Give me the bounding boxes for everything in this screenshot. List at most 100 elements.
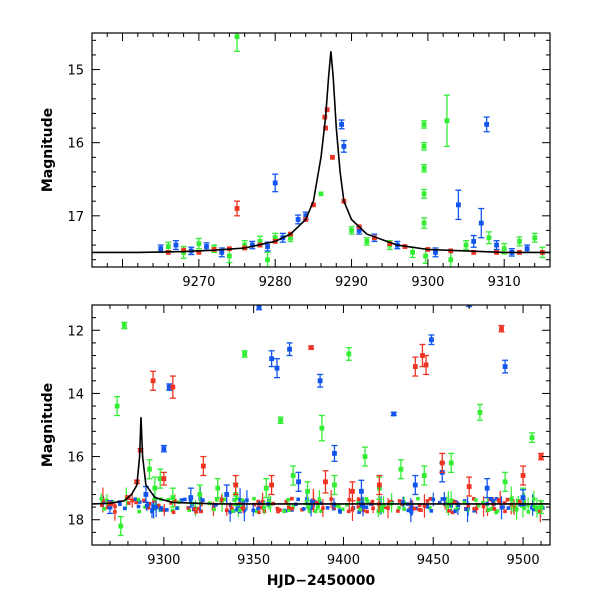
y-tick-label: 16 <box>67 137 84 152</box>
baseline-point <box>110 499 115 504</box>
baseline-point <box>136 504 141 509</box>
x-tick-label: 9270 <box>182 275 215 290</box>
data-point <box>517 239 522 244</box>
baseline-point <box>325 506 330 510</box>
data-point <box>410 249 415 255</box>
baseline-point <box>147 501 152 506</box>
baseline-point <box>286 498 290 502</box>
data-point <box>157 476 163 482</box>
baseline-point <box>416 496 420 501</box>
baseline-point <box>365 509 369 514</box>
y-tick-label: 18 <box>67 514 84 529</box>
baseline-point <box>212 507 216 512</box>
data-point <box>456 202 461 208</box>
data-point <box>233 482 239 488</box>
data-point <box>471 239 477 244</box>
x-tick-label: 9450 <box>417 553 450 568</box>
baseline-point <box>153 505 158 510</box>
baseline-point <box>179 498 184 502</box>
data-point <box>423 253 428 259</box>
data-point <box>303 213 309 219</box>
baseline-point <box>357 510 361 514</box>
data-point <box>188 495 194 501</box>
baseline-point <box>497 500 502 505</box>
baseline-point <box>313 509 318 514</box>
baseline-point <box>159 507 163 512</box>
data-point <box>234 206 240 211</box>
series-red-observations <box>106 324 545 507</box>
data-point <box>332 482 337 488</box>
baseline-point <box>537 510 542 514</box>
baseline-point <box>462 500 467 505</box>
baseline-point <box>503 509 507 514</box>
data-point <box>356 228 362 233</box>
baseline-point <box>365 499 370 503</box>
data-point <box>143 492 149 497</box>
baseline-point <box>222 497 226 502</box>
baseline-point <box>382 505 387 510</box>
plot-area <box>92 33 550 267</box>
data-point <box>362 454 368 459</box>
baseline-point <box>425 505 430 509</box>
baseline-point <box>532 504 537 509</box>
data-point <box>121 323 127 328</box>
data-point <box>387 241 393 246</box>
baseline-point <box>296 497 300 502</box>
baseline-point <box>137 509 142 514</box>
data-point <box>323 479 328 485</box>
data-point <box>501 246 507 252</box>
baseline-point <box>214 502 218 507</box>
data-point <box>158 246 164 252</box>
data-point <box>391 411 397 417</box>
baseline-point <box>239 503 243 507</box>
data-point <box>224 492 230 497</box>
data-point <box>288 235 293 241</box>
data-point <box>242 242 248 248</box>
baseline-point <box>496 498 501 502</box>
data-point <box>486 235 492 241</box>
baseline-point <box>494 496 499 501</box>
data-point <box>165 244 171 249</box>
x-tick-label: 9300 <box>147 553 180 568</box>
data-point <box>219 249 225 255</box>
baseline-point <box>476 503 481 508</box>
baseline-point <box>486 508 491 512</box>
data-point <box>463 242 469 248</box>
baseline-point <box>215 498 219 502</box>
baseline-point <box>471 497 476 501</box>
baseline-point <box>237 508 242 513</box>
data-point <box>249 242 255 248</box>
baseline-point <box>194 510 198 514</box>
data-point <box>310 202 316 208</box>
data-point <box>532 235 538 241</box>
data-point <box>429 337 434 343</box>
baseline-point <box>282 509 286 514</box>
baseline-point <box>235 496 240 501</box>
data-point <box>364 239 370 244</box>
plot-area <box>92 305 550 537</box>
x-axis-label: HJD−2450000 <box>267 573 376 589</box>
baseline-point <box>240 498 245 503</box>
x-tick-label: 9290 <box>335 275 368 290</box>
data-point <box>448 257 454 263</box>
baseline-point <box>412 506 417 511</box>
baseline-point <box>337 504 341 509</box>
baseline-point <box>287 508 291 513</box>
data-point <box>274 365 280 371</box>
data-point <box>324 107 330 113</box>
baseline-point <box>152 498 156 503</box>
baseline-point <box>287 505 291 510</box>
data-point <box>346 351 352 357</box>
baseline-point <box>481 500 485 505</box>
baseline-point <box>186 506 191 510</box>
data-point <box>197 492 203 497</box>
baseline-point <box>451 499 455 504</box>
baseline-point <box>315 505 320 510</box>
baseline-point <box>346 509 351 514</box>
data-point <box>439 460 445 466</box>
baseline-point <box>308 509 312 514</box>
plot-frame <box>91 304 551 546</box>
y-tick-label: 15 <box>67 64 84 79</box>
